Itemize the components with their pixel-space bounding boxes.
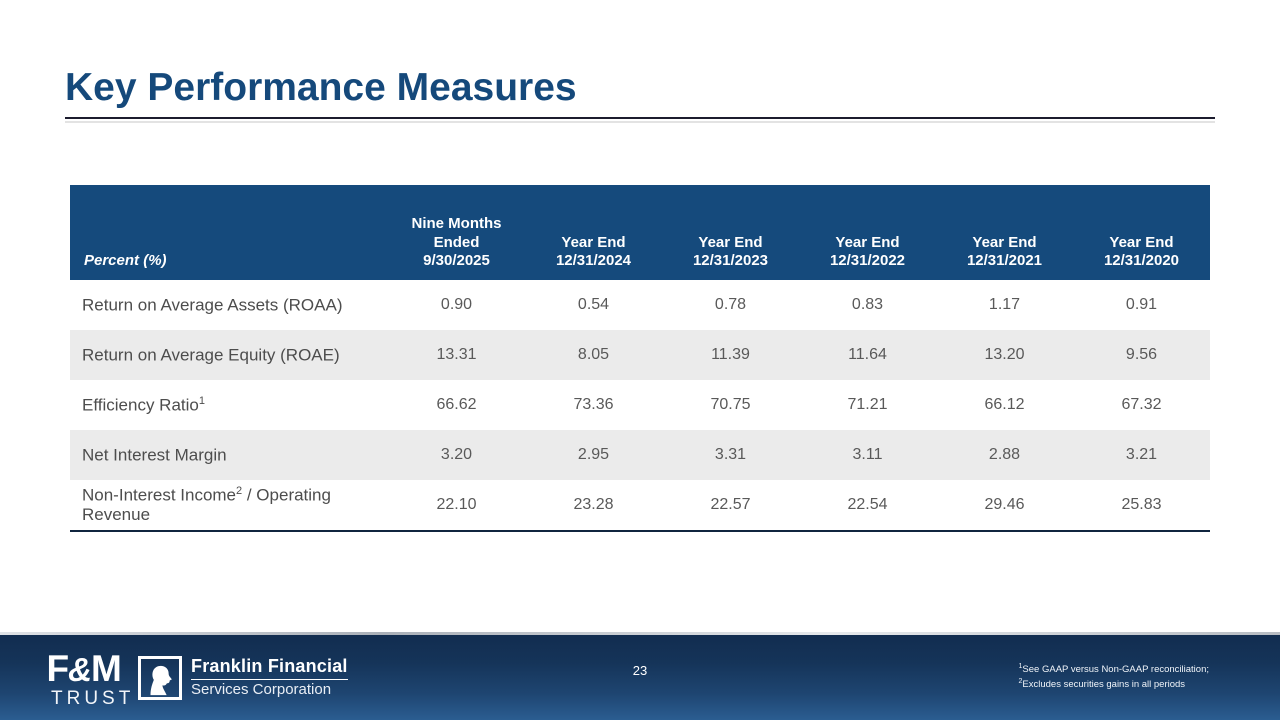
cell-value: 0.90 <box>440 296 473 313</box>
row-label: Return on Average Assets (ROAA) <box>70 295 388 316</box>
cell-value: 22.57 <box>710 496 751 513</box>
table-row-roaa: Return on Average Assets (ROAA) 0.90 0.5… <box>70 280 1210 330</box>
cell-value: 13.31 <box>436 346 477 363</box>
row-label-text-post: / Operating Revenue <box>82 485 331 525</box>
column-header-12-31-2023: Year End 12/31/2023 <box>692 233 769 270</box>
fm-trust-wordmark: F&M <box>33 650 134 687</box>
franklin-wordmark: Franklin Financial Services Corporation <box>191 656 348 698</box>
title-divider <box>65 117 1215 123</box>
cell-value: 23.28 <box>573 496 614 513</box>
cell-value: 22.54 <box>847 496 888 513</box>
table-row-efficiency-ratio: Efficiency Ratio1 66.62 73.36 70.75 71.2… <box>70 380 1210 430</box>
cell-value: 0.91 <box>1125 296 1158 313</box>
fm-letter-m: M <box>90 648 122 689</box>
column-header-12-31-2021: Year End 12/31/2021 <box>966 233 1043 270</box>
cell-value: 11.39 <box>711 346 750 363</box>
cell-value: 3.20 <box>440 446 473 463</box>
column-header-9-30-2025: Nine Months Ended 9/30/2025 <box>411 214 502 270</box>
row-label-superscript: 1 <box>198 394 205 407</box>
row-label-text: Return on Average Assets (ROAA) <box>82 295 343 315</box>
fm-trust-label: TRUST <box>51 688 135 709</box>
cell-value: 3.21 <box>1125 446 1158 463</box>
column-header-percent: Percent (%) <box>84 252 167 270</box>
row-label-text: Net Interest Margin <box>82 445 227 465</box>
column-header-12-31-2020: Year End 12/31/2020 <box>1103 233 1180 270</box>
franklin-profile-icon <box>138 656 182 700</box>
row-label: Non-Interest Income2 / Operating Revenue <box>70 485 388 526</box>
franklin-financial-label: Franklin Financial <box>191 656 348 680</box>
cell-value: 13.20 <box>984 346 1025 363</box>
services-corporation-label: Services Corporation <box>191 681 332 698</box>
table-row-net-interest-margin: Net Interest Margin 3.20 2.95 3.31 3.11 … <box>70 430 1210 480</box>
cell-value: 0.54 <box>577 296 610 313</box>
footnotes: 1See GAAP versus Non-GAAP reconciliation… <box>1019 662 1209 692</box>
cell-value: 0.78 <box>714 296 747 313</box>
cell-value: 2.88 <box>988 446 1021 463</box>
footer-top-highlight <box>0 632 1280 635</box>
footnote-2-text: Excludes securities gains in all periods <box>1022 679 1186 691</box>
cell-value: 9.56 <box>1125 346 1158 363</box>
cell-value: 73.36 <box>573 396 614 413</box>
cell-value: 0.83 <box>851 296 884 313</box>
cell-value: 70.75 <box>710 396 751 413</box>
footnote-2-marker: 2 <box>1018 677 1023 685</box>
cell-value: 11.64 <box>848 346 887 363</box>
row-label-text: Efficiency Ratio <box>82 395 199 415</box>
cell-value: 67.32 <box>1121 396 1162 413</box>
cell-value: 25.83 <box>1121 496 1162 513</box>
footnote-1: 1See GAAP versus Non-GAAP reconciliation… <box>1019 662 1209 677</box>
footnote-1-marker: 1 <box>1018 663 1023 670</box>
cell-value: 3.31 <box>714 446 747 463</box>
cell-value: 29.46 <box>984 496 1025 513</box>
franklin-financial-logo: Franklin Financial Services Corporation <box>138 656 348 700</box>
fm-letter-f: F <box>46 648 70 689</box>
footnote-1-text: See GAAP versus Non-GAAP reconciliation; <box>1022 664 1209 676</box>
cell-value: 66.62 <box>436 396 477 413</box>
cell-value: 1.17 <box>988 296 1021 313</box>
row-label: Return on Average Equity (ROAE) <box>70 345 388 366</box>
page-number: 23 <box>632 663 648 678</box>
table-header-row: Percent (%) Nine Months Ended 9/30/2025 … <box>70 185 1210 280</box>
table-row-non-interest-income: Non-Interest Income2 / Operating Revenue… <box>70 480 1210 530</box>
row-label-superscript: 2 <box>236 484 243 497</box>
cell-value: 2.95 <box>577 446 610 463</box>
fm-ampersand: & <box>68 651 92 688</box>
footnote-2: 2Excludes securities gains in all period… <box>1019 677 1209 692</box>
cell-value: 8.05 <box>577 346 610 363</box>
row-label: Net Interest Margin <box>70 445 388 466</box>
row-label: Efficiency Ratio1 <box>70 395 388 416</box>
page-title: Key Performance Measures <box>65 66 577 109</box>
row-label-text: Return on Average Equity (ROAE) <box>82 345 340 365</box>
row-label-text: Non-Interest Income <box>82 485 237 505</box>
footer-band <box>0 632 1280 720</box>
cell-value: 66.12 <box>984 396 1025 413</box>
fm-trust-logo: F&M TRUST <box>33 650 134 710</box>
column-header-12-31-2024: Year End 12/31/2024 <box>555 233 632 270</box>
cell-value: 71.21 <box>847 396 888 413</box>
kpi-table: Percent (%) Nine Months Ended 9/30/2025 … <box>70 185 1210 532</box>
cell-value: 22.10 <box>436 496 477 513</box>
cell-value: 3.11 <box>852 446 883 463</box>
column-header-12-31-2022: Year End 12/31/2022 <box>829 233 906 270</box>
table-row-roae: Return on Average Equity (ROAE) 13.31 8.… <box>70 330 1210 380</box>
